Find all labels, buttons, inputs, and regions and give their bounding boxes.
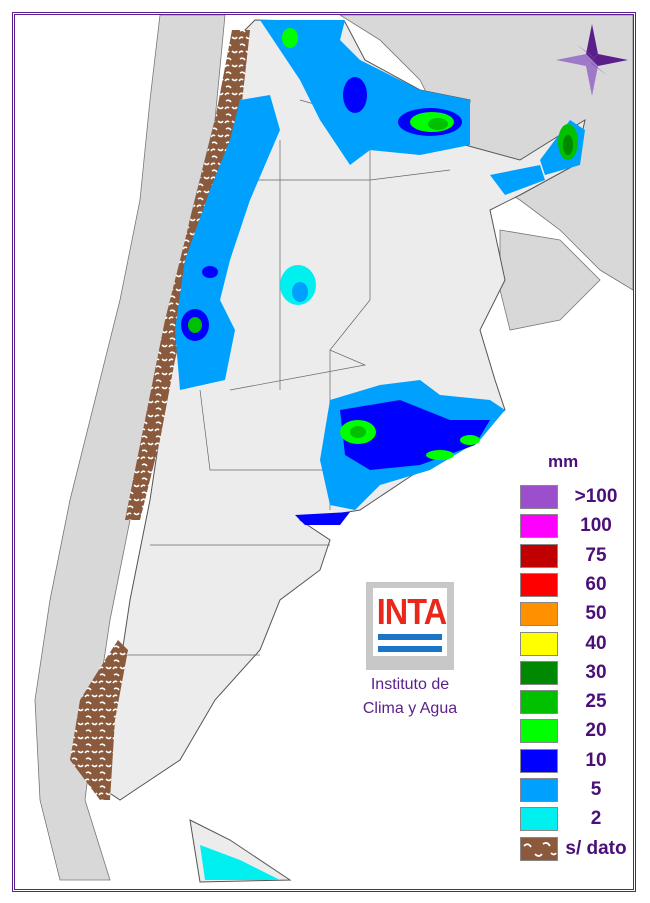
rain-areas bbox=[175, 20, 585, 880]
rain-area bbox=[188, 317, 202, 333]
legend-label: >100 bbox=[574, 486, 618, 507]
legend-swatch bbox=[520, 719, 558, 744]
logo-bar bbox=[378, 646, 442, 652]
legend-swatch bbox=[520, 572, 558, 597]
rain-area bbox=[295, 512, 350, 525]
legend-swatch bbox=[520, 690, 558, 715]
legend-label: 40 bbox=[585, 632, 607, 654]
legend-swatch bbox=[520, 631, 558, 656]
logo-bar bbox=[378, 634, 442, 640]
rain-area bbox=[490, 165, 545, 195]
rain-area bbox=[282, 28, 298, 48]
legend-label: 25 bbox=[585, 691, 607, 713]
institute-line-2: Clima y Agua bbox=[362, 700, 458, 717]
legend-swatch bbox=[520, 543, 558, 568]
rain-area bbox=[292, 282, 308, 302]
legend-label: 60 bbox=[585, 573, 607, 595]
legend-label: 20 bbox=[585, 720, 607, 742]
legend-swatch bbox=[520, 778, 558, 802]
rain-area bbox=[343, 77, 367, 113]
precipitation-map bbox=[15, 15, 633, 889]
rain-area bbox=[563, 135, 573, 155]
legend-swatch bbox=[520, 514, 558, 539]
legend-label: 5 bbox=[590, 779, 602, 800]
legend-swatch bbox=[520, 602, 558, 627]
compass-rose-icon bbox=[556, 24, 628, 96]
legend-swatch bbox=[520, 485, 558, 509]
rain-area bbox=[350, 426, 366, 438]
rain-area bbox=[460, 435, 480, 445]
legend-label: 30 bbox=[585, 661, 607, 683]
legend-swatch bbox=[520, 836, 558, 861]
legend-label: 75 bbox=[585, 544, 607, 566]
inta-logo: INTA bbox=[366, 582, 454, 670]
legend-swatch bbox=[520, 660, 558, 685]
rain-area bbox=[426, 450, 454, 460]
rain-area bbox=[428, 118, 448, 130]
legend-swatch bbox=[520, 807, 558, 832]
legend-unit: mm bbox=[548, 452, 579, 471]
institute-line-1: Instituto de bbox=[370, 676, 450, 693]
legend-label: 50 bbox=[585, 603, 607, 625]
rain-area bbox=[202, 266, 218, 278]
legend-label: 100 bbox=[580, 515, 612, 537]
rain-area bbox=[200, 845, 280, 880]
legend-label: 10 bbox=[585, 749, 607, 771]
logo-panel: INTA bbox=[373, 588, 447, 656]
no-data-area-south bbox=[70, 640, 128, 800]
legend-label: s/ dato bbox=[565, 837, 627, 859]
legend-label: 2 bbox=[590, 808, 602, 830]
logo-text: INTA bbox=[376, 591, 447, 632]
rain-area bbox=[340, 400, 490, 470]
legend-swatch bbox=[520, 748, 558, 773]
